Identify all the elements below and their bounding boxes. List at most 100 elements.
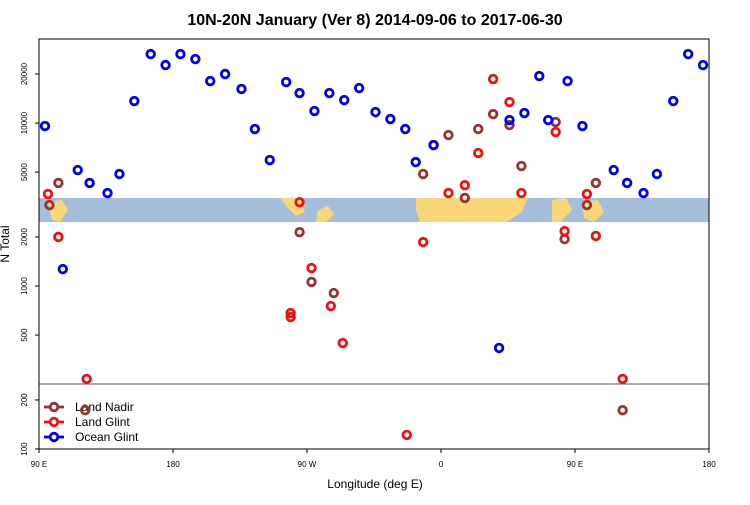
y-tick-label: 20000 [20, 62, 29, 85]
point [72, 164, 83, 176]
y-tick-label: 10000 [20, 111, 29, 134]
legend-marker [48, 416, 60, 428]
point [410, 156, 421, 168]
x-tick-label: 0 [439, 460, 444, 469]
point [682, 48, 694, 60]
point [562, 75, 573, 87]
point [328, 287, 339, 299]
legend-marker [48, 431, 60, 443]
y-tick-label: 1000 [20, 277, 29, 295]
point [339, 94, 350, 106]
point [617, 373, 628, 385]
point [608, 164, 619, 176]
point [543, 114, 554, 126]
point [493, 342, 505, 354]
point [473, 123, 484, 135]
x-tick-label: 90 E [567, 460, 583, 469]
plot-frame [38, 38, 710, 450]
point [504, 119, 515, 131]
point [249, 123, 261, 135]
point [417, 168, 429, 180]
legend-label: Land Glint [75, 415, 130, 429]
point [57, 263, 69, 275]
point [385, 113, 396, 125]
point [294, 226, 305, 238]
point [617, 405, 628, 416]
y-tick-label: 500 [20, 328, 29, 342]
point [337, 337, 348, 349]
point [459, 192, 471, 204]
y-tick-label: 100 [20, 442, 29, 456]
point [324, 87, 335, 99]
point [590, 230, 602, 242]
point [581, 188, 593, 200]
point [697, 59, 709, 71]
x-axis-label: Longitude (deg E) [327, 477, 422, 491]
point [400, 123, 411, 135]
point [114, 168, 125, 180]
point [590, 177, 602, 189]
chart-title: 10N-20N January (Ver 8) 2014-09-06 to 20… [187, 12, 562, 29]
point [638, 187, 649, 199]
point [294, 87, 305, 99]
x-tick-label: 180 [166, 460, 180, 469]
x-tick-label: 180 [702, 460, 716, 469]
point [504, 114, 515, 126]
y-tick-label: 5000 [20, 163, 29, 181]
point [306, 276, 317, 288]
point [559, 233, 570, 245]
point [325, 300, 337, 312]
point [534, 70, 545, 82]
point [294, 196, 305, 208]
point [219, 68, 231, 80]
point [519, 107, 530, 119]
point [473, 147, 484, 159]
point [577, 120, 588, 132]
point [550, 126, 561, 138]
legend-label: Ocean Glint [75, 430, 139, 444]
point [39, 120, 51, 132]
point [280, 76, 292, 88]
point [487, 73, 499, 85]
y-tick-label: 200 [20, 393, 29, 407]
point [428, 139, 439, 151]
point [175, 48, 186, 60]
map-band [39, 198, 709, 222]
point [84, 177, 95, 189]
point [443, 129, 454, 141]
legend-marker [48, 401, 60, 413]
point [353, 82, 365, 94]
point [129, 95, 140, 107]
point [53, 177, 64, 189]
point [79, 405, 91, 416]
x-tick-label: 90 E [31, 460, 47, 469]
point [370, 106, 381, 118]
point [145, 48, 156, 60]
point [504, 96, 515, 108]
point [42, 188, 54, 200]
point [285, 311, 296, 323]
point [621, 177, 633, 189]
point [205, 75, 216, 87]
point [459, 179, 471, 191]
point [668, 95, 679, 107]
point [285, 307, 296, 319]
point [190, 53, 201, 65]
point [516, 187, 527, 199]
x-tick-label: 90 W [298, 460, 317, 469]
point [102, 187, 113, 199]
point [160, 59, 171, 71]
point [516, 160, 527, 172]
point [487, 108, 499, 120]
point [581, 199, 593, 211]
point [309, 105, 320, 117]
point [53, 231, 64, 243]
point [417, 236, 429, 248]
point [81, 373, 92, 385]
point [651, 168, 663, 180]
point [236, 83, 247, 95]
point [401, 429, 412, 441]
y-tick-label: 2000 [20, 228, 29, 246]
